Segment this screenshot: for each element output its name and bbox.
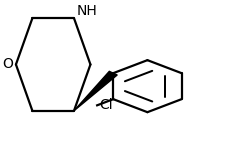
Text: O: O (2, 58, 13, 72)
Text: NH: NH (76, 4, 97, 18)
Text: Cl: Cl (99, 98, 113, 112)
Polygon shape (74, 71, 117, 111)
